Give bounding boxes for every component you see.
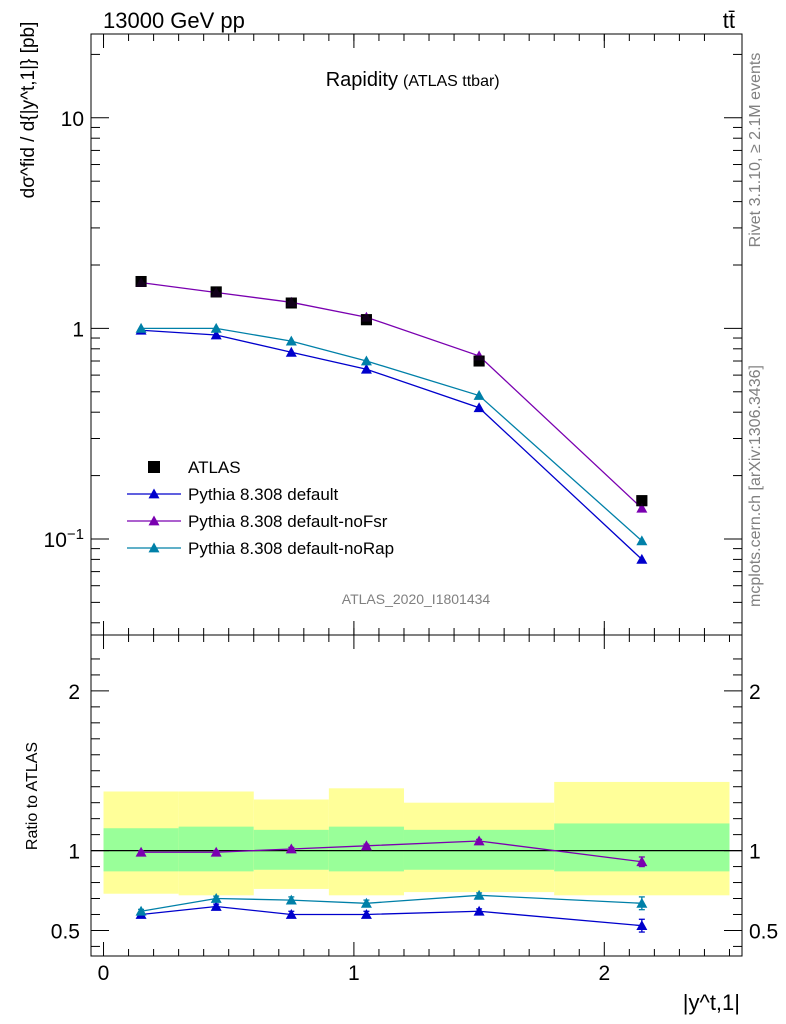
atlas-data-point (473, 355, 485, 367)
legend-marker (148, 488, 160, 499)
legend-label: Pythia 8.308 default-noRap (188, 539, 394, 558)
mc-data-point (636, 553, 648, 564)
analysis-watermark: ATLAS_2020_I1801434 (342, 591, 491, 607)
mc-data-point (210, 329, 222, 340)
ratio-axes: 0.5 0.5 1 1 2 2 0 1 2 (51, 635, 778, 985)
ratio-data-point (473, 889, 485, 900)
ratio-data-point (285, 894, 297, 905)
ratio-y-tick-label-left: 0.5 (51, 920, 80, 943)
mc-data-point (285, 335, 297, 346)
ratio-panel: 0.5 0.5 1 1 2 2 0 1 2 Ratio to ATLAS |y^t,1| (24, 634, 778, 1015)
main-panel: 10−1 1 10 Rapidity (ATLAS ttbar) ATLAS_202… (18, 22, 743, 636)
ratio-y-tick-label-right: 1 (749, 841, 761, 864)
main-y-axis: 10−1 1 10 (44, 34, 742, 635)
ratio-plot-marks (135, 835, 648, 933)
collision-label: 13000 GeV pp (103, 8, 245, 33)
ratio-series-line (141, 840, 642, 863)
ratio-y-tick-label-right: 0.5 (749, 920, 778, 943)
ratio-data-point (135, 905, 147, 916)
ratio-data-point (473, 835, 485, 846)
y-tick-label: 10 (61, 108, 84, 131)
legend: ATLAS Pythia 8.308 default Pythia 8.308 de… (127, 458, 394, 558)
atlas-data-point (210, 286, 222, 298)
mc-data-point (473, 402, 485, 413)
ratio-y-tick-label-right: 2 (749, 681, 761, 704)
mc-data-point (360, 363, 372, 374)
ratio-series-line (141, 905, 642, 927)
mc-data-point (636, 535, 648, 546)
x-tick-label: 2 (598, 962, 610, 985)
series-line (141, 327, 643, 542)
mc-data-point (135, 322, 147, 333)
atlas-data-point (636, 495, 648, 507)
y-tick-label: 1 (72, 318, 84, 341)
main-y-axis-label: dσ^fid / d{|y^t,1|} [pb] (18, 22, 39, 199)
mc-data-point (210, 322, 222, 333)
atlas-data-point (285, 297, 297, 309)
legend-label: Pythia 8.308 default-noFsr (188, 512, 388, 531)
mcplots-reference-label: mcplots.cern.ch [arXiv:1306.3436] (747, 365, 764, 607)
legend-label: Pythia 8.308 default (188, 485, 339, 504)
plot-subtitle: (ATLAS ttbar) (403, 73, 500, 90)
series-line (140, 281, 643, 509)
legend-marker-atlas (148, 461, 160, 473)
ratio-y-axis-label: Ratio to ATLAS (24, 742, 41, 850)
atlas-data-point (360, 314, 372, 326)
mc-data-point (360, 355, 372, 366)
legend-marker (148, 515, 160, 526)
ratio-data-point (285, 908, 297, 919)
ratio-data-point (360, 897, 372, 908)
process-label: tt̄ (723, 8, 735, 33)
x-tick-label: 1 (348, 962, 360, 985)
mc-data-point (285, 346, 297, 357)
ratio-data-point (210, 893, 222, 903)
ratio-data-point (360, 908, 372, 919)
legend-label: ATLAS (188, 458, 241, 477)
ratio-data-point (210, 846, 222, 857)
ratio-data-point (636, 920, 648, 931)
ratio-data-point (636, 897, 648, 908)
series-line (141, 329, 643, 560)
ratio-data-point (473, 905, 485, 916)
legend-marker (148, 542, 160, 553)
ratio-y-tick-label-left: 2 (68, 681, 80, 704)
ratio-plot-frame (90, 634, 743, 957)
rivet-version-label: Rivet 3.1.10, ≥ 2.1M events (747, 53, 764, 248)
ratio-series-line (140, 894, 642, 912)
y-tick-label: 10−1 (44, 526, 84, 552)
x-axis-label: |y^t,1| (683, 990, 740, 1015)
plot-title: Rapidity (326, 69, 398, 91)
mc-data-point (636, 502, 648, 513)
ratio-data-point (636, 856, 648, 867)
ratio-y-tick-label-left: 1 (68, 841, 80, 864)
ratio-data-point (285, 843, 297, 854)
ratio-uncertainty-bands (91, 781, 742, 896)
x-tick-label: 0 (98, 962, 110, 985)
main-plot-marks (135, 275, 648, 564)
ratio-data-point (210, 900, 222, 911)
atlas-data-point (135, 275, 147, 287)
ratio-data-point (135, 846, 147, 857)
ratio-data-point (360, 840, 372, 851)
mc-data-point (473, 390, 485, 400)
